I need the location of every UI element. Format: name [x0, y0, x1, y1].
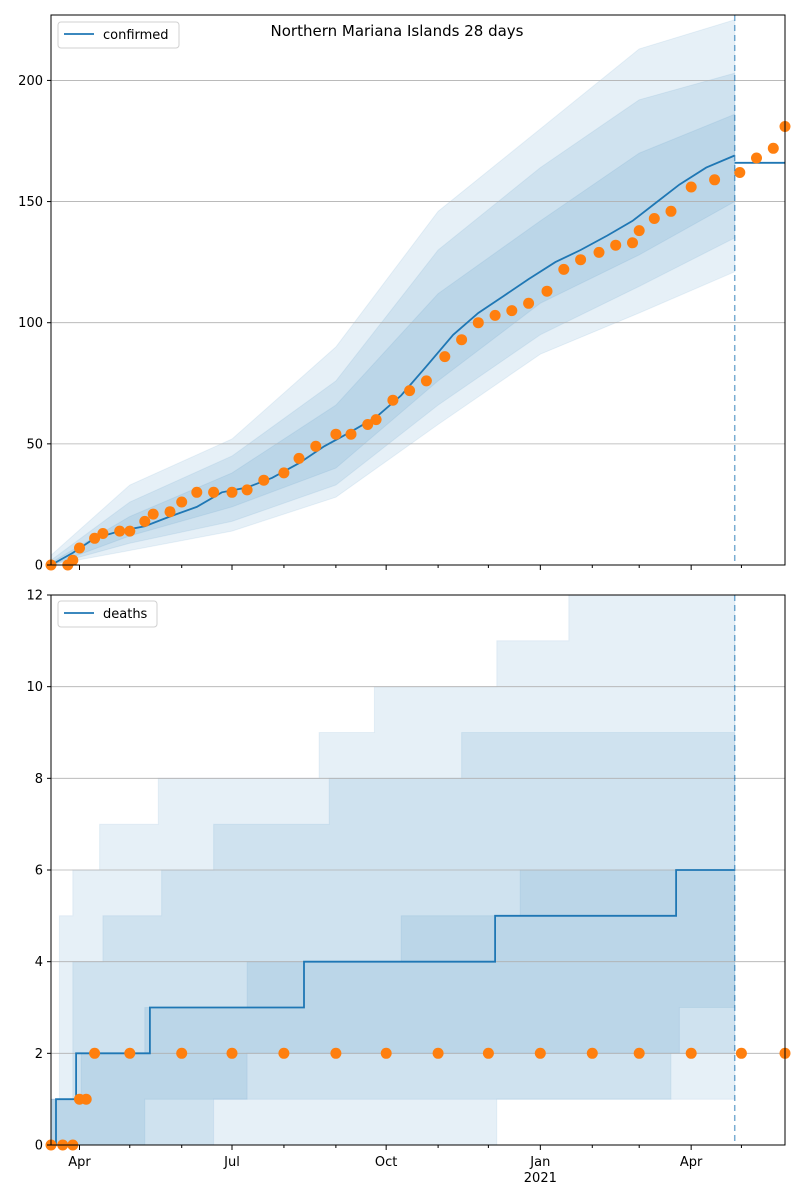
observed-point	[751, 152, 762, 164]
observed-point	[278, 467, 290, 479]
observed-point	[147, 508, 159, 520]
observed-point	[97, 528, 109, 539]
observed-point	[330, 1047, 342, 1059]
observed-point	[735, 1047, 747, 1059]
observed-point	[380, 1047, 392, 1059]
y-tick-label: 100	[18, 316, 43, 331]
observed-point	[387, 394, 399, 406]
x-tick-label: Apr	[68, 1155, 91, 1170]
observed-point	[278, 1047, 290, 1059]
observed-point	[114, 525, 126, 537]
observed-point	[176, 1047, 188, 1059]
y-tick-label: 6	[35, 864, 43, 879]
observed-point	[685, 181, 697, 193]
observed-point	[665, 205, 677, 217]
observed-point	[310, 440, 322, 452]
observed-point	[541, 285, 553, 297]
y-tick-label: 200	[18, 74, 43, 89]
confirmed-uncertainty-bands	[50, 19, 736, 566]
observed-point	[89, 1047, 101, 1059]
observed-point	[558, 263, 570, 275]
observed-point	[593, 246, 605, 258]
band-1	[50, 19, 736, 566]
observed-point	[404, 385, 416, 397]
observed-point	[648, 213, 660, 224]
observed-point	[191, 486, 203, 498]
observed-point	[176, 496, 188, 508]
observed-point	[330, 428, 342, 440]
observed-point	[226, 486, 238, 498]
confirmed-panel: 0 50 100 150 200 Northern Mariana Islands 28…	[18, 14, 791, 574]
observed-point	[482, 1047, 494, 1059]
observed-point	[124, 1047, 136, 1059]
observed-point	[734, 167, 746, 178]
observed-point	[472, 317, 484, 329]
observed-point	[489, 309, 501, 321]
y-tick-label: 150	[18, 195, 43, 210]
observed-point	[685, 1047, 697, 1059]
observed-point	[709, 174, 721, 186]
observed-point	[80, 1093, 92, 1105]
observed-point	[89, 532, 101, 544]
observed-point	[439, 351, 451, 363]
confirmed-gridlines	[51, 80, 785, 445]
x-tick-label: Apr	[680, 1155, 703, 1170]
confirmed-legend: confirmed	[57, 21, 180, 49]
observed-point	[345, 428, 357, 440]
observed-point	[370, 414, 382, 426]
observed-point	[627, 237, 638, 249]
observed-point	[586, 1047, 598, 1059]
y-tick-label: 0	[35, 559, 43, 574]
observed-point	[534, 1047, 546, 1059]
y-tick-label: 4	[35, 955, 43, 970]
chart-title: Northern Mariana Islands 28 days	[271, 22, 524, 40]
observed-point	[293, 452, 305, 464]
observed-point	[633, 1047, 645, 1059]
deaths-legend: deaths	[57, 600, 158, 628]
confirmed-axes: 0 50 100 150 200	[18, 14, 786, 574]
x-tick-label: Jul	[223, 1155, 240, 1170]
x-tick-label: Jan	[529, 1155, 550, 1170]
observed-point	[164, 506, 176, 518]
observed-point	[124, 525, 136, 537]
observed-point	[432, 1047, 444, 1059]
observed-point	[633, 225, 645, 237]
deaths-line	[51, 869, 735, 1146]
y-tick-label: 8	[35, 772, 43, 787]
y-tick-label: 50	[26, 437, 43, 452]
observed-point	[420, 375, 432, 387]
observed-point	[523, 297, 535, 309]
observed-point	[241, 484, 253, 496]
y-tick-label: 2	[35, 1047, 43, 1062]
observed-point	[139, 515, 151, 527]
observed-point	[506, 305, 518, 317]
observed-point	[208, 486, 220, 498]
x-tick-label: Oct	[375, 1155, 397, 1170]
plot-frame	[50, 14, 786, 566]
x-tick-sublabel: 2021	[524, 1171, 557, 1186]
y-tick-label: 0	[35, 1139, 43, 1154]
y-tick-label: 10	[26, 680, 43, 695]
confirmed-line	[50, 154, 736, 566]
observed-point	[67, 554, 79, 566]
observed-point	[226, 1047, 238, 1059]
y-tick-label: 12	[26, 589, 43, 604]
observed-point	[575, 254, 587, 266]
confirmed-legend-label: confirmed	[103, 28, 169, 43]
observed-point	[258, 474, 270, 486]
deaths-legend-label: deaths	[103, 607, 148, 622]
observed-point	[456, 334, 468, 346]
observed-point	[767, 142, 779, 154]
observed-point	[362, 419, 374, 430]
observed-point	[610, 239, 622, 251]
observed-point	[74, 542, 85, 554]
